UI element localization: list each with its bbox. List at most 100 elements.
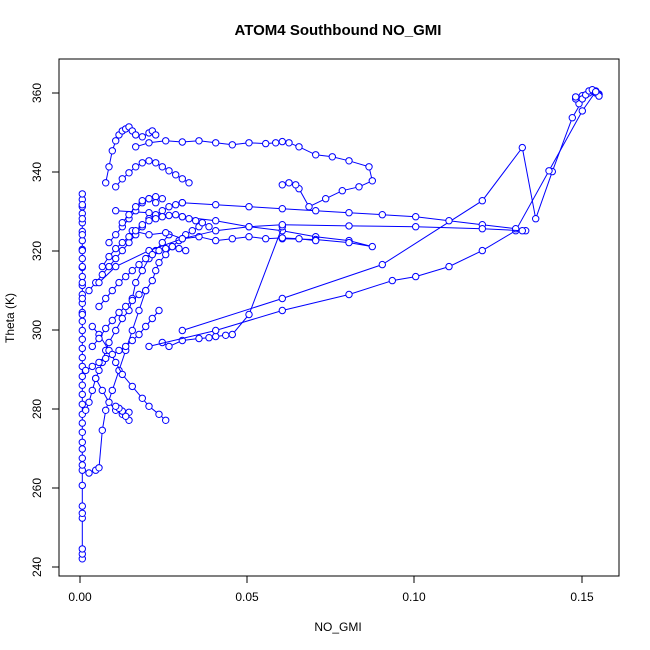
data-point: [228, 330, 237, 339]
data-point: [278, 181, 286, 189]
data-point: [138, 221, 147, 229]
data-point: [128, 382, 137, 391]
chart-title: ATOM4 Southbound NO_GMI: [235, 22, 442, 39]
data-point: [78, 502, 87, 510]
data-point: [155, 306, 163, 315]
data-point: [148, 276, 157, 285]
y-tick-label: 320: [30, 241, 44, 261]
y-tick-label: 280: [30, 399, 44, 419]
data-point: [138, 394, 147, 402]
y-axis-label: Theta (K): [3, 293, 17, 343]
data-point: [85, 286, 93, 295]
data-point: [105, 252, 113, 261]
data-point: [102, 406, 110, 414]
data-point: [185, 215, 193, 223]
data-point: [78, 246, 87, 255]
data-point: [212, 236, 220, 245]
series-15: [98, 211, 213, 271]
data-point: [345, 157, 353, 165]
data-point: [178, 326, 187, 335]
data-point: [88, 386, 97, 395]
x-axis: 0.00 0.05 0.10 0.15 NO_GMI: [68, 575, 594, 634]
data-point: [518, 227, 526, 235]
data-point: [102, 324, 110, 333]
data-point: [105, 398, 113, 406]
x-tick-label: 0.10: [402, 590, 426, 604]
data-point: [572, 93, 580, 101]
data-point: [155, 246, 163, 255]
data-point: [112, 207, 120, 215]
series-line: [91, 326, 167, 421]
data-point: [95, 358, 103, 367]
data-point: [165, 342, 173, 351]
data-point: [278, 221, 286, 229]
data-point: [78, 545, 87, 553]
series-2: [82, 231, 173, 414]
data-point: [95, 464, 103, 472]
data-point: [115, 308, 123, 317]
data-point: [368, 242, 376, 251]
data-point: [445, 217, 453, 225]
data-point: [88, 362, 97, 371]
data-point: [78, 190, 87, 198]
data-point: [78, 390, 87, 399]
data-point: [138, 133, 147, 141]
data-point: [148, 314, 157, 323]
series-10: [88, 322, 170, 424]
data-point: [78, 454, 87, 462]
data-point: [155, 258, 163, 267]
data-point: [212, 326, 220, 335]
data-point: [245, 310, 253, 319]
data-point: [122, 342, 130, 351]
data-point: [145, 342, 153, 351]
data-point: [145, 139, 153, 147]
data-point: [85, 398, 93, 406]
series-18: [112, 157, 193, 191]
data-point: [112, 358, 120, 367]
data-point: [135, 290, 143, 299]
data-point: [152, 266, 160, 275]
data-point: [128, 266, 137, 275]
y-axis: 240 260 280 300 320 340 360 Theta (K): [3, 83, 60, 577]
series-21: [118, 195, 160, 227]
x-tick-label: 0.05: [235, 590, 259, 604]
data-point: [212, 227, 220, 235]
data-point: [142, 254, 150, 263]
data-point: [345, 290, 353, 299]
data-point: [78, 254, 87, 263]
data-point: [125, 169, 133, 177]
data-point: [262, 235, 270, 243]
data-point: [128, 326, 137, 335]
data-point: [82, 366, 90, 375]
data-point: [285, 139, 293, 147]
data-point: [112, 137, 120, 145]
data-point: [152, 193, 160, 201]
data-point: [95, 334, 103, 343]
data-point: [178, 213, 187, 221]
data-point: [115, 346, 123, 355]
data-point: [78, 326, 87, 335]
data-point: [378, 260, 386, 269]
data-point: [78, 231, 87, 239]
data-point: [108, 286, 117, 295]
data-point: [102, 179, 110, 187]
data-point: [165, 211, 173, 220]
series-3: [102, 123, 160, 187]
data-point: [412, 272, 420, 281]
data-point: [135, 306, 143, 315]
data-point: [85, 469, 93, 477]
data-point: [135, 330, 143, 339]
data-point: [122, 302, 130, 311]
data-point: [82, 406, 90, 414]
data-point: [578, 107, 586, 115]
data-point: [118, 175, 127, 183]
data-point: [295, 235, 303, 243]
data-point: [158, 213, 167, 221]
data-point: [88, 342, 97, 351]
data-point: [212, 332, 220, 341]
data-point: [78, 381, 87, 389]
data-point: [245, 233, 253, 241]
data-point: [142, 286, 150, 295]
data-point: [132, 203, 140, 211]
